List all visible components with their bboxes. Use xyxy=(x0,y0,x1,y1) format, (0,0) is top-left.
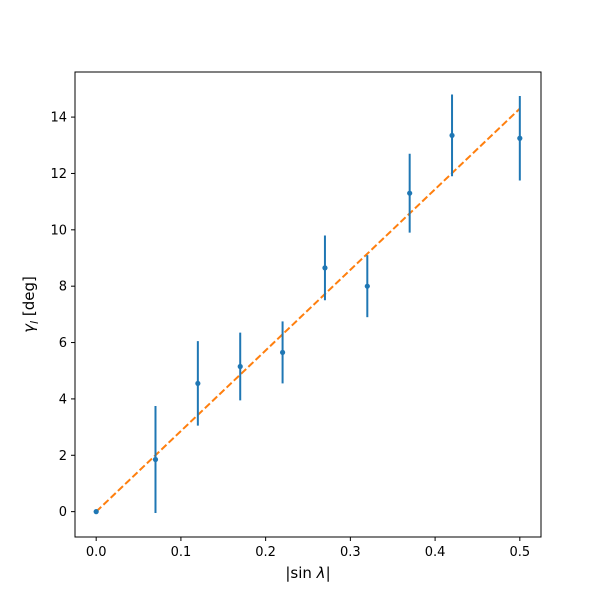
data-point xyxy=(195,380,201,387)
plot-frame xyxy=(74,71,542,538)
x-tick-label: 0.4 xyxy=(425,545,446,560)
data-point xyxy=(449,132,455,139)
x-axis-label: |sin λ| xyxy=(285,564,330,582)
data-point xyxy=(152,456,159,463)
x-tick-label: 0.1 xyxy=(171,545,192,560)
y-tick-label: 14 xyxy=(50,111,67,126)
axis-labels: |sin λ| γl [deg] xyxy=(20,276,331,582)
y-tick-label: 12 xyxy=(50,167,67,182)
fit-line xyxy=(95,107,521,513)
plot-area xyxy=(93,94,523,515)
x-tick-label: 0.3 xyxy=(340,545,361,560)
x-tick-label: 0.5 xyxy=(509,545,530,560)
axes: 0.0 0.1 0.2 0.3 0.4 0.5 0 2 4 6 8 10 12 14 xyxy=(50,71,542,560)
y-tick-label: 6 xyxy=(59,336,67,351)
x-tick-label: 0.0 xyxy=(86,545,107,560)
x-tick-label: 0.2 xyxy=(255,545,276,560)
data-point xyxy=(517,135,523,141)
data-point xyxy=(322,265,328,271)
data-point xyxy=(93,509,99,515)
y-tick-label: 0 xyxy=(59,505,67,520)
data-point xyxy=(279,349,286,356)
y-axis-label: γl [deg] xyxy=(20,276,41,333)
y-tick-label: 4 xyxy=(59,392,67,407)
data-point xyxy=(407,190,413,196)
y-tick-label: 2 xyxy=(59,449,67,464)
data-point xyxy=(237,363,243,370)
data-point xyxy=(364,283,370,289)
y-tick-label: 10 xyxy=(50,223,67,238)
y-tick-label: 8 xyxy=(59,280,67,295)
